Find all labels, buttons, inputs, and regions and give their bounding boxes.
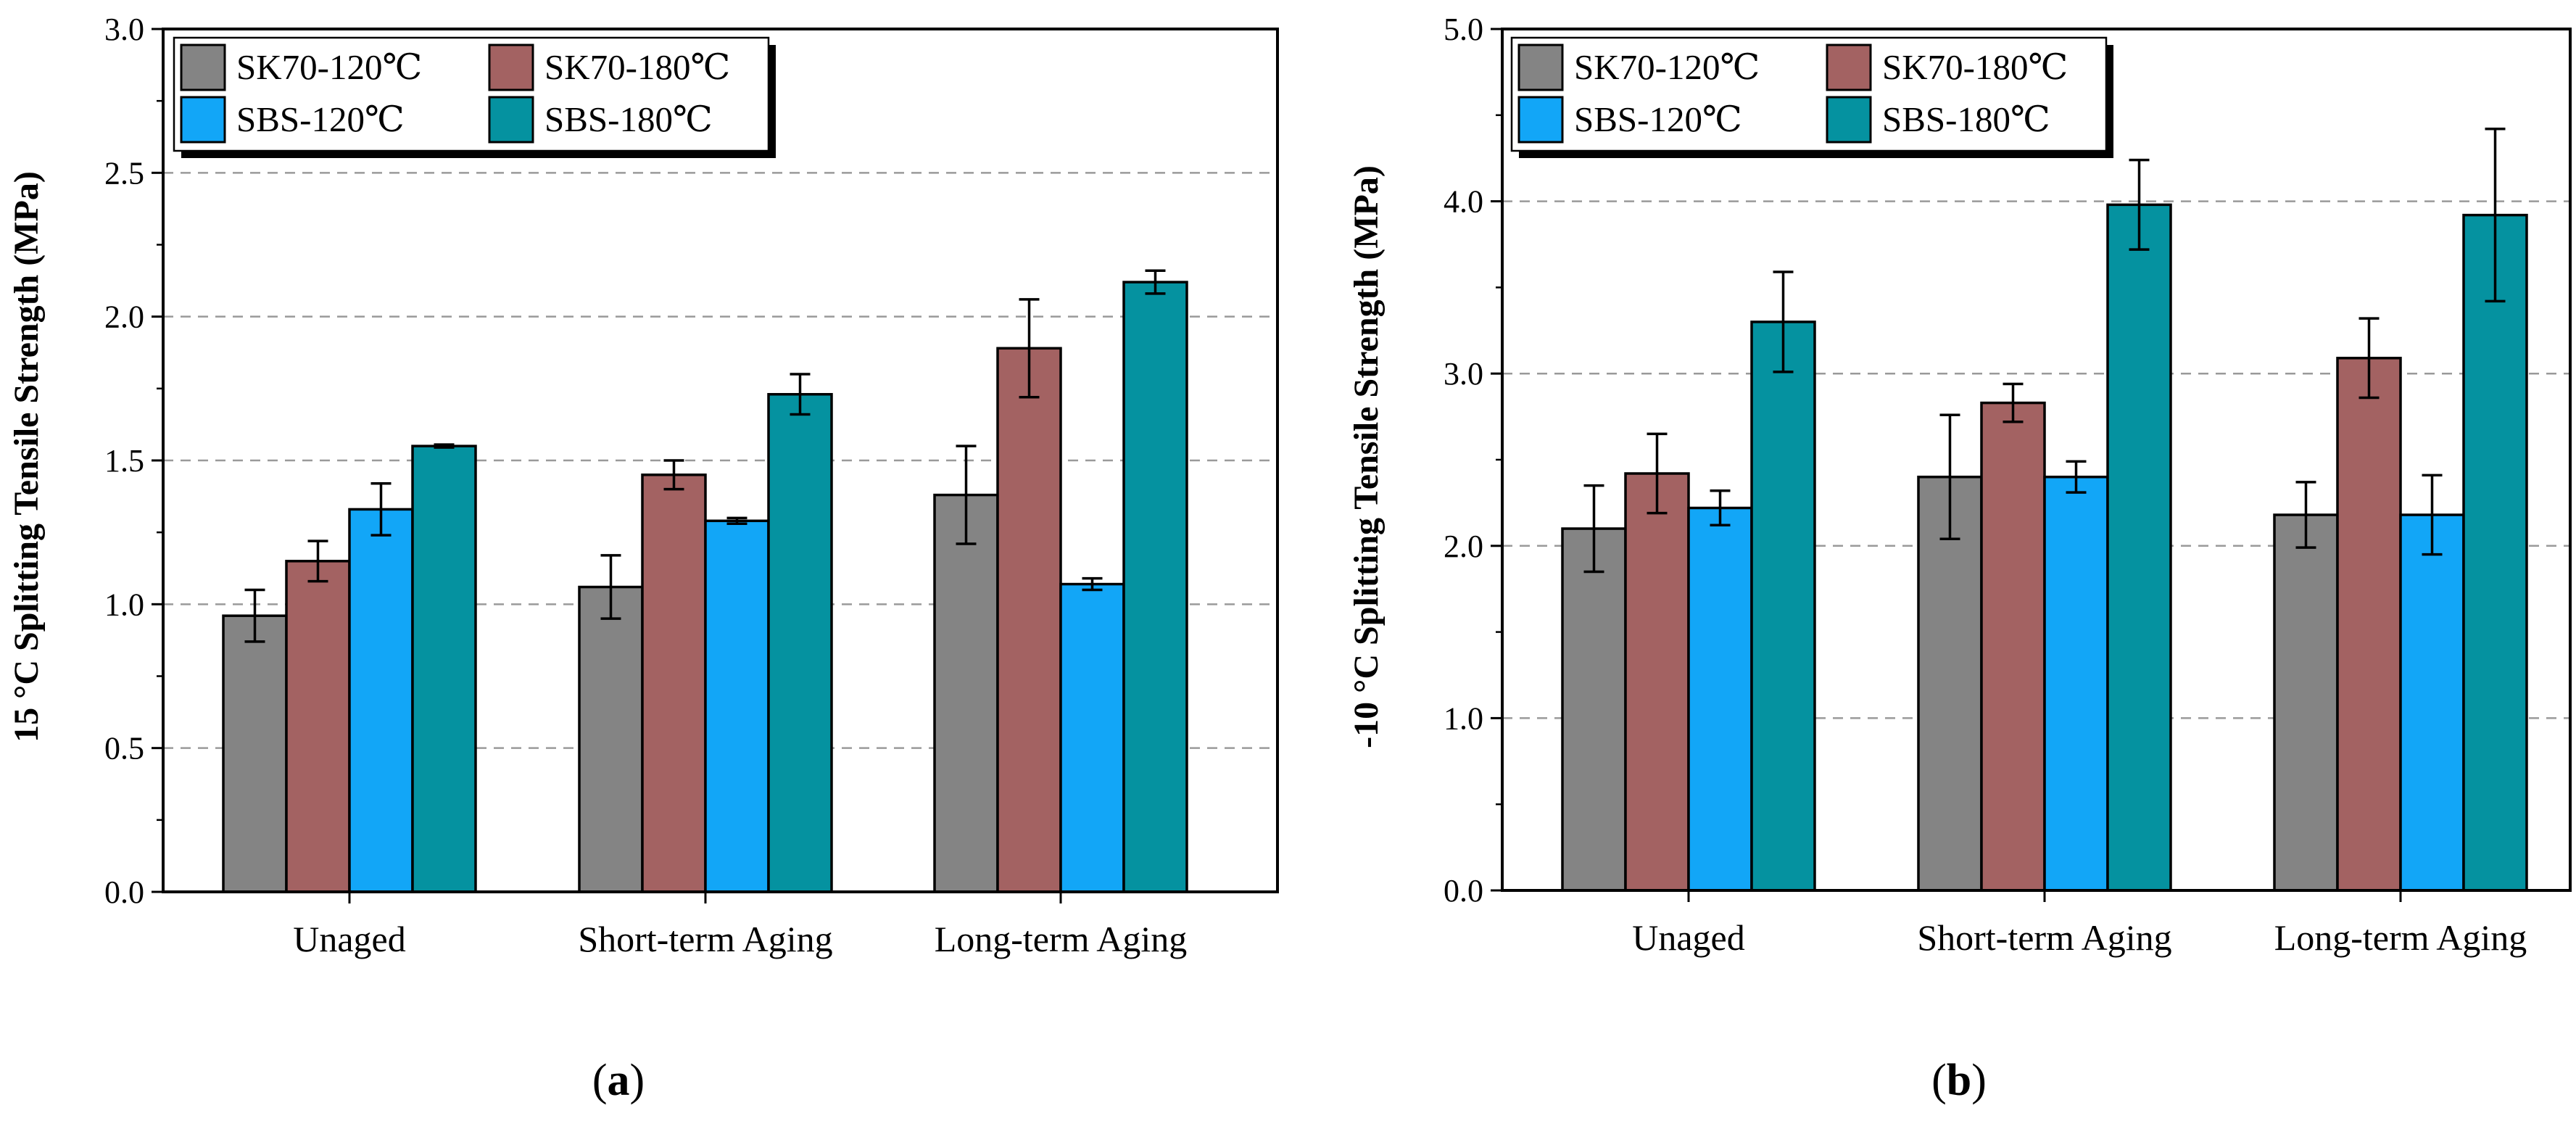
x-tick-label: Unaged <box>293 919 406 959</box>
legend-label: SK70-120℃ <box>1574 47 1760 87</box>
legend-swatch <box>488 44 534 91</box>
bar <box>411 444 477 893</box>
legend-a: SK70-120℃ SK70-180℃ SBS-120℃ SBS-180℃ <box>173 36 776 158</box>
legend-swatch <box>180 96 226 144</box>
legend-b: SK70-120℃ SK70-180℃ SBS-120℃ SBS-180℃ <box>1510 36 2113 158</box>
y-tick-label: 4.0 <box>1444 184 1483 220</box>
y-ticks-b: 0.0 1.0 2.0 3.0 4.0 5.0 <box>1444 12 1502 909</box>
bar <box>1561 527 1627 892</box>
bars-a <box>222 281 1188 893</box>
bar <box>1122 281 1188 893</box>
bar <box>933 493 999 893</box>
legend-swatch <box>488 96 534 144</box>
y-tick-label: 0.5 <box>104 731 144 766</box>
bars-b <box>1561 203 2528 892</box>
y-tick-label: 0.0 <box>1444 873 1483 909</box>
bar <box>2106 203 2172 892</box>
bar <box>641 473 707 893</box>
bar <box>2399 513 2465 892</box>
bar <box>222 614 288 893</box>
legend-box <box>1510 36 2108 152</box>
bar <box>767 393 833 893</box>
y-tick-label: 3.0 <box>1444 356 1483 392</box>
bar <box>2043 476 2109 892</box>
legend-swatch <box>1826 44 1872 91</box>
y-tick-label: 2.0 <box>1444 529 1483 564</box>
legend-swatch <box>1517 96 1564 144</box>
x-tick-label: Long-term Aging <box>2274 917 2527 958</box>
y-tick-label: 5.0 <box>1444 12 1483 47</box>
y-tick-label: 3.0 <box>104 12 144 47</box>
bar <box>996 347 1062 893</box>
y-tick-label: 1.0 <box>1444 700 1483 736</box>
y-tick-label: 2.5 <box>104 155 144 191</box>
error-bars-a <box>244 269 1166 643</box>
x-categories-a: Unaged Short-term Aging Long-term Aging <box>293 892 1187 959</box>
bar <box>2273 513 2339 892</box>
x-tick-label: Short-term Aging <box>578 919 832 959</box>
legend-swatch <box>1517 44 1564 91</box>
bar <box>1980 401 2046 892</box>
legend-label: SK70-180℃ <box>544 47 730 87</box>
y-axis-label-a: 15 °C Splitting Tensile Strength (MPa) <box>7 171 46 742</box>
legend-label: SK70-180℃ <box>1882 47 2068 87</box>
bar <box>1624 472 1690 892</box>
y-axis-label-b: -10 °C Splitting Tensile Strength (MPa) <box>1347 165 1386 748</box>
bar <box>2336 357 2402 892</box>
legend-label: SBS-180℃ <box>1882 99 2050 139</box>
bar <box>1750 320 1816 892</box>
bar <box>704 519 770 893</box>
x-categories-b: Unaged Short-term Aging Long-term Aging <box>1632 890 2527 958</box>
bar <box>348 508 414 893</box>
bar <box>578 585 644 893</box>
legend-box <box>173 36 770 152</box>
y-ticks-a: 0.0 0.5 1.0 1.5 2.0 2.5 3.0 <box>104 12 163 910</box>
y-tick-label: 1.0 <box>104 587 144 622</box>
panel-caption-a: (a) <box>592 1056 645 1105</box>
legend-label: SBS-120℃ <box>1574 99 1742 139</box>
x-tick-label: Long-term Aging <box>935 919 1188 959</box>
error-bars-b <box>1583 128 2506 574</box>
y-tick-label: 0.0 <box>104 874 144 910</box>
legend-label: SK70-120℃ <box>236 47 422 87</box>
x-tick-label: Unaged <box>1632 917 1745 958</box>
panel-caption-b: (b) <box>1931 1056 1987 1105</box>
bar <box>1059 582 1125 893</box>
legend-label: SBS-180℃ <box>544 99 713 139</box>
legend-label: SBS-120℃ <box>236 99 405 139</box>
chart-panel-a: 0.0 0.5 1.0 1.5 2.0 2.5 3.0 Unaged Short-term A… <box>7 12 1279 1105</box>
bar <box>2462 213 2528 892</box>
bar <box>285 560 351 893</box>
y-tick-label: 1.5 <box>104 443 144 479</box>
legend-swatch <box>180 44 226 91</box>
x-tick-label: Short-term Aging <box>1917 917 2171 958</box>
legend-swatch <box>1826 96 1872 144</box>
y-tick-label: 2.0 <box>104 299 144 335</box>
chart-panel-b: 0.0 1.0 2.0 3.0 4.0 5.0 Unaged Short-term Agin… <box>1347 12 2572 1105</box>
bar <box>1687 506 1753 892</box>
